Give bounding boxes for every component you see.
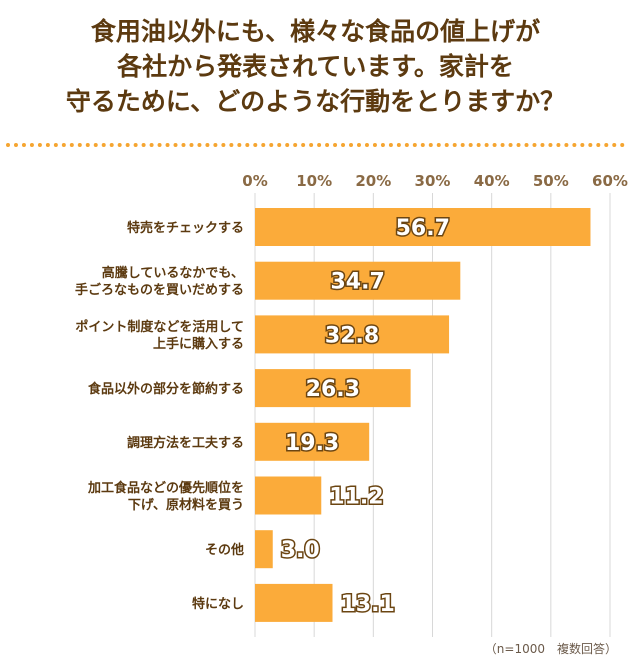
x-tick-label: 50% bbox=[533, 172, 569, 190]
chart-title: 食用油以外にも、様々な食品の値上げが 各社から発表されています。家計を 守るため… bbox=[0, 14, 631, 119]
category-label: 特になし bbox=[192, 596, 244, 612]
value-label: 13.1 bbox=[341, 592, 395, 617]
x-tick-label: 40% bbox=[474, 172, 510, 190]
title-line: 食用油以外にも、様々な食品の値上げが bbox=[90, 17, 541, 46]
x-tick-label: 60% bbox=[592, 172, 628, 190]
category-label: 特売をチェックする bbox=[127, 220, 244, 236]
bar bbox=[255, 208, 591, 246]
value-label: 3.0 bbox=[281, 538, 320, 563]
category-label: 加工食品などの優先順位を bbox=[87, 480, 244, 496]
value-label: 34.7 bbox=[331, 270, 385, 295]
x-tick-label: 30% bbox=[415, 172, 451, 190]
category-label: 下げ、原材料を買う bbox=[128, 497, 244, 513]
x-tick-label: 0% bbox=[242, 172, 267, 190]
category-label: 高騰しているなかでも、 bbox=[102, 265, 244, 281]
category-label: 食品以外の部分を節約する bbox=[88, 381, 244, 397]
value-label: 11.2 bbox=[329, 485, 383, 510]
title-line: 各社から発表されています。家計を bbox=[117, 52, 514, 81]
category-label: 手ごろなものを買いだめする bbox=[75, 282, 244, 298]
x-tick-label: 20% bbox=[355, 172, 391, 190]
category-label: 上手に購入する bbox=[153, 336, 244, 352]
bar bbox=[255, 530, 273, 569]
value-label: 19.3 bbox=[285, 431, 339, 456]
bar bbox=[255, 476, 322, 515]
title-line: 守るために、どのような行動をとりますか？ bbox=[65, 87, 566, 116]
bar bbox=[255, 369, 411, 408]
bar bbox=[255, 261, 461, 300]
category-label: 調理方法を工夫する bbox=[127, 435, 244, 451]
x-tick-label: 10% bbox=[296, 172, 332, 190]
value-label: 32.8 bbox=[325, 323, 379, 348]
value-label: 26.3 bbox=[306, 377, 360, 402]
bar bbox=[255, 315, 450, 354]
category-label: ポイント制度などを活用して bbox=[75, 319, 244, 335]
sample-note: （n=1000 複数回答） bbox=[484, 642, 617, 656]
dotted-divider bbox=[6, 143, 625, 147]
category-label: その他 bbox=[205, 542, 244, 558]
value-label: 56.7 bbox=[396, 216, 450, 241]
bar bbox=[255, 422, 370, 461]
bar bbox=[255, 583, 333, 622]
